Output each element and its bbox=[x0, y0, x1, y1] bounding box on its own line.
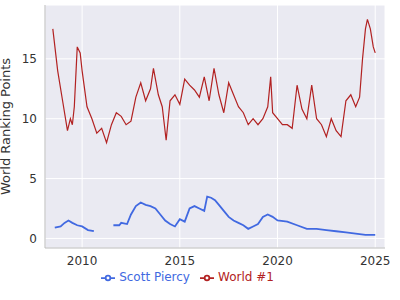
svg-text:0: 0 bbox=[29, 232, 37, 246]
svg-text:2010: 2010 bbox=[67, 254, 98, 268]
html-text:World #1: World #1 bbox=[218, 270, 274, 284]
svg-text:15: 15 bbox=[22, 52, 37, 66]
svg-text:2025: 2025 bbox=[360, 254, 391, 268]
svg-text:2015: 2015 bbox=[165, 254, 196, 268]
svg-text:2020: 2020 bbox=[262, 254, 293, 268]
svg-text:10: 10 bbox=[22, 112, 37, 126]
svg-text:5: 5 bbox=[29, 172, 37, 186]
html-text:Scott Piercy: Scott Piercy bbox=[119, 270, 190, 284]
svg-text:World Ranking Points: World Ranking Points bbox=[8, 58, 13, 195]
